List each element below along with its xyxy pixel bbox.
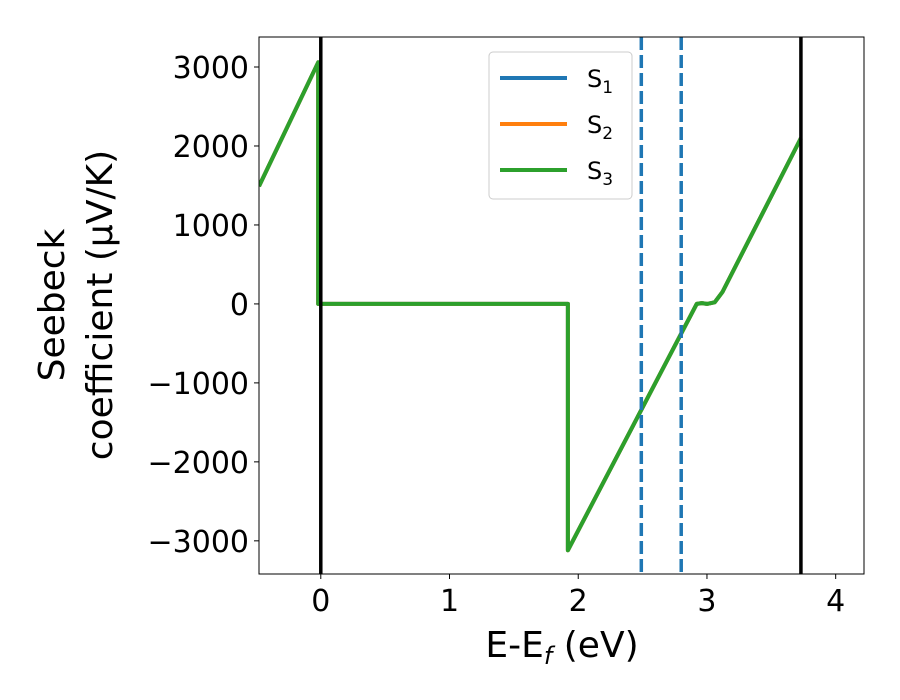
x-axis-title: E-Ef (eV) (485, 625, 638, 670)
x-axis-ticks: 0 1 2 3 4 (311, 574, 845, 619)
y-tick-label: −3000 (148, 525, 249, 560)
y-tick-label: 1000 (173, 209, 249, 244)
series-line-3 (259, 60, 803, 553)
y-axis-title: Seebeck coefficient (μV/K) (32, 150, 121, 460)
y-axis-ticks: 3000 2000 1000 0 −1000 −2000 −3000 (148, 51, 259, 560)
vertical-reference-lines (319, 37, 803, 574)
y-axis-title-line1: Seebeck (32, 228, 73, 381)
legend-label-1: S1 (587, 65, 613, 98)
plot-content (259, 60, 803, 553)
x-tick-label: 4 (826, 584, 845, 619)
legend-label-3: S3 (587, 157, 613, 190)
x-tick-label: 3 (697, 584, 716, 619)
y-tick-label: 3000 (173, 51, 249, 86)
x-tick-label: 2 (569, 584, 588, 619)
plot-frame (258, 36, 865, 575)
legend-label-2: S2 (587, 111, 613, 144)
y-tick-label: −1000 (148, 367, 249, 402)
y-axis-title-line2: coefficient (μV/K) (80, 150, 121, 460)
y-tick-label: −2000 (148, 446, 249, 481)
x-tick-label: 0 (311, 584, 330, 619)
y-tick-label: 2000 (173, 130, 249, 165)
legend: S1 S2 S3 (488, 51, 633, 200)
x-tick-label: 1 (440, 584, 459, 619)
y-tick-label: 0 (230, 288, 249, 323)
